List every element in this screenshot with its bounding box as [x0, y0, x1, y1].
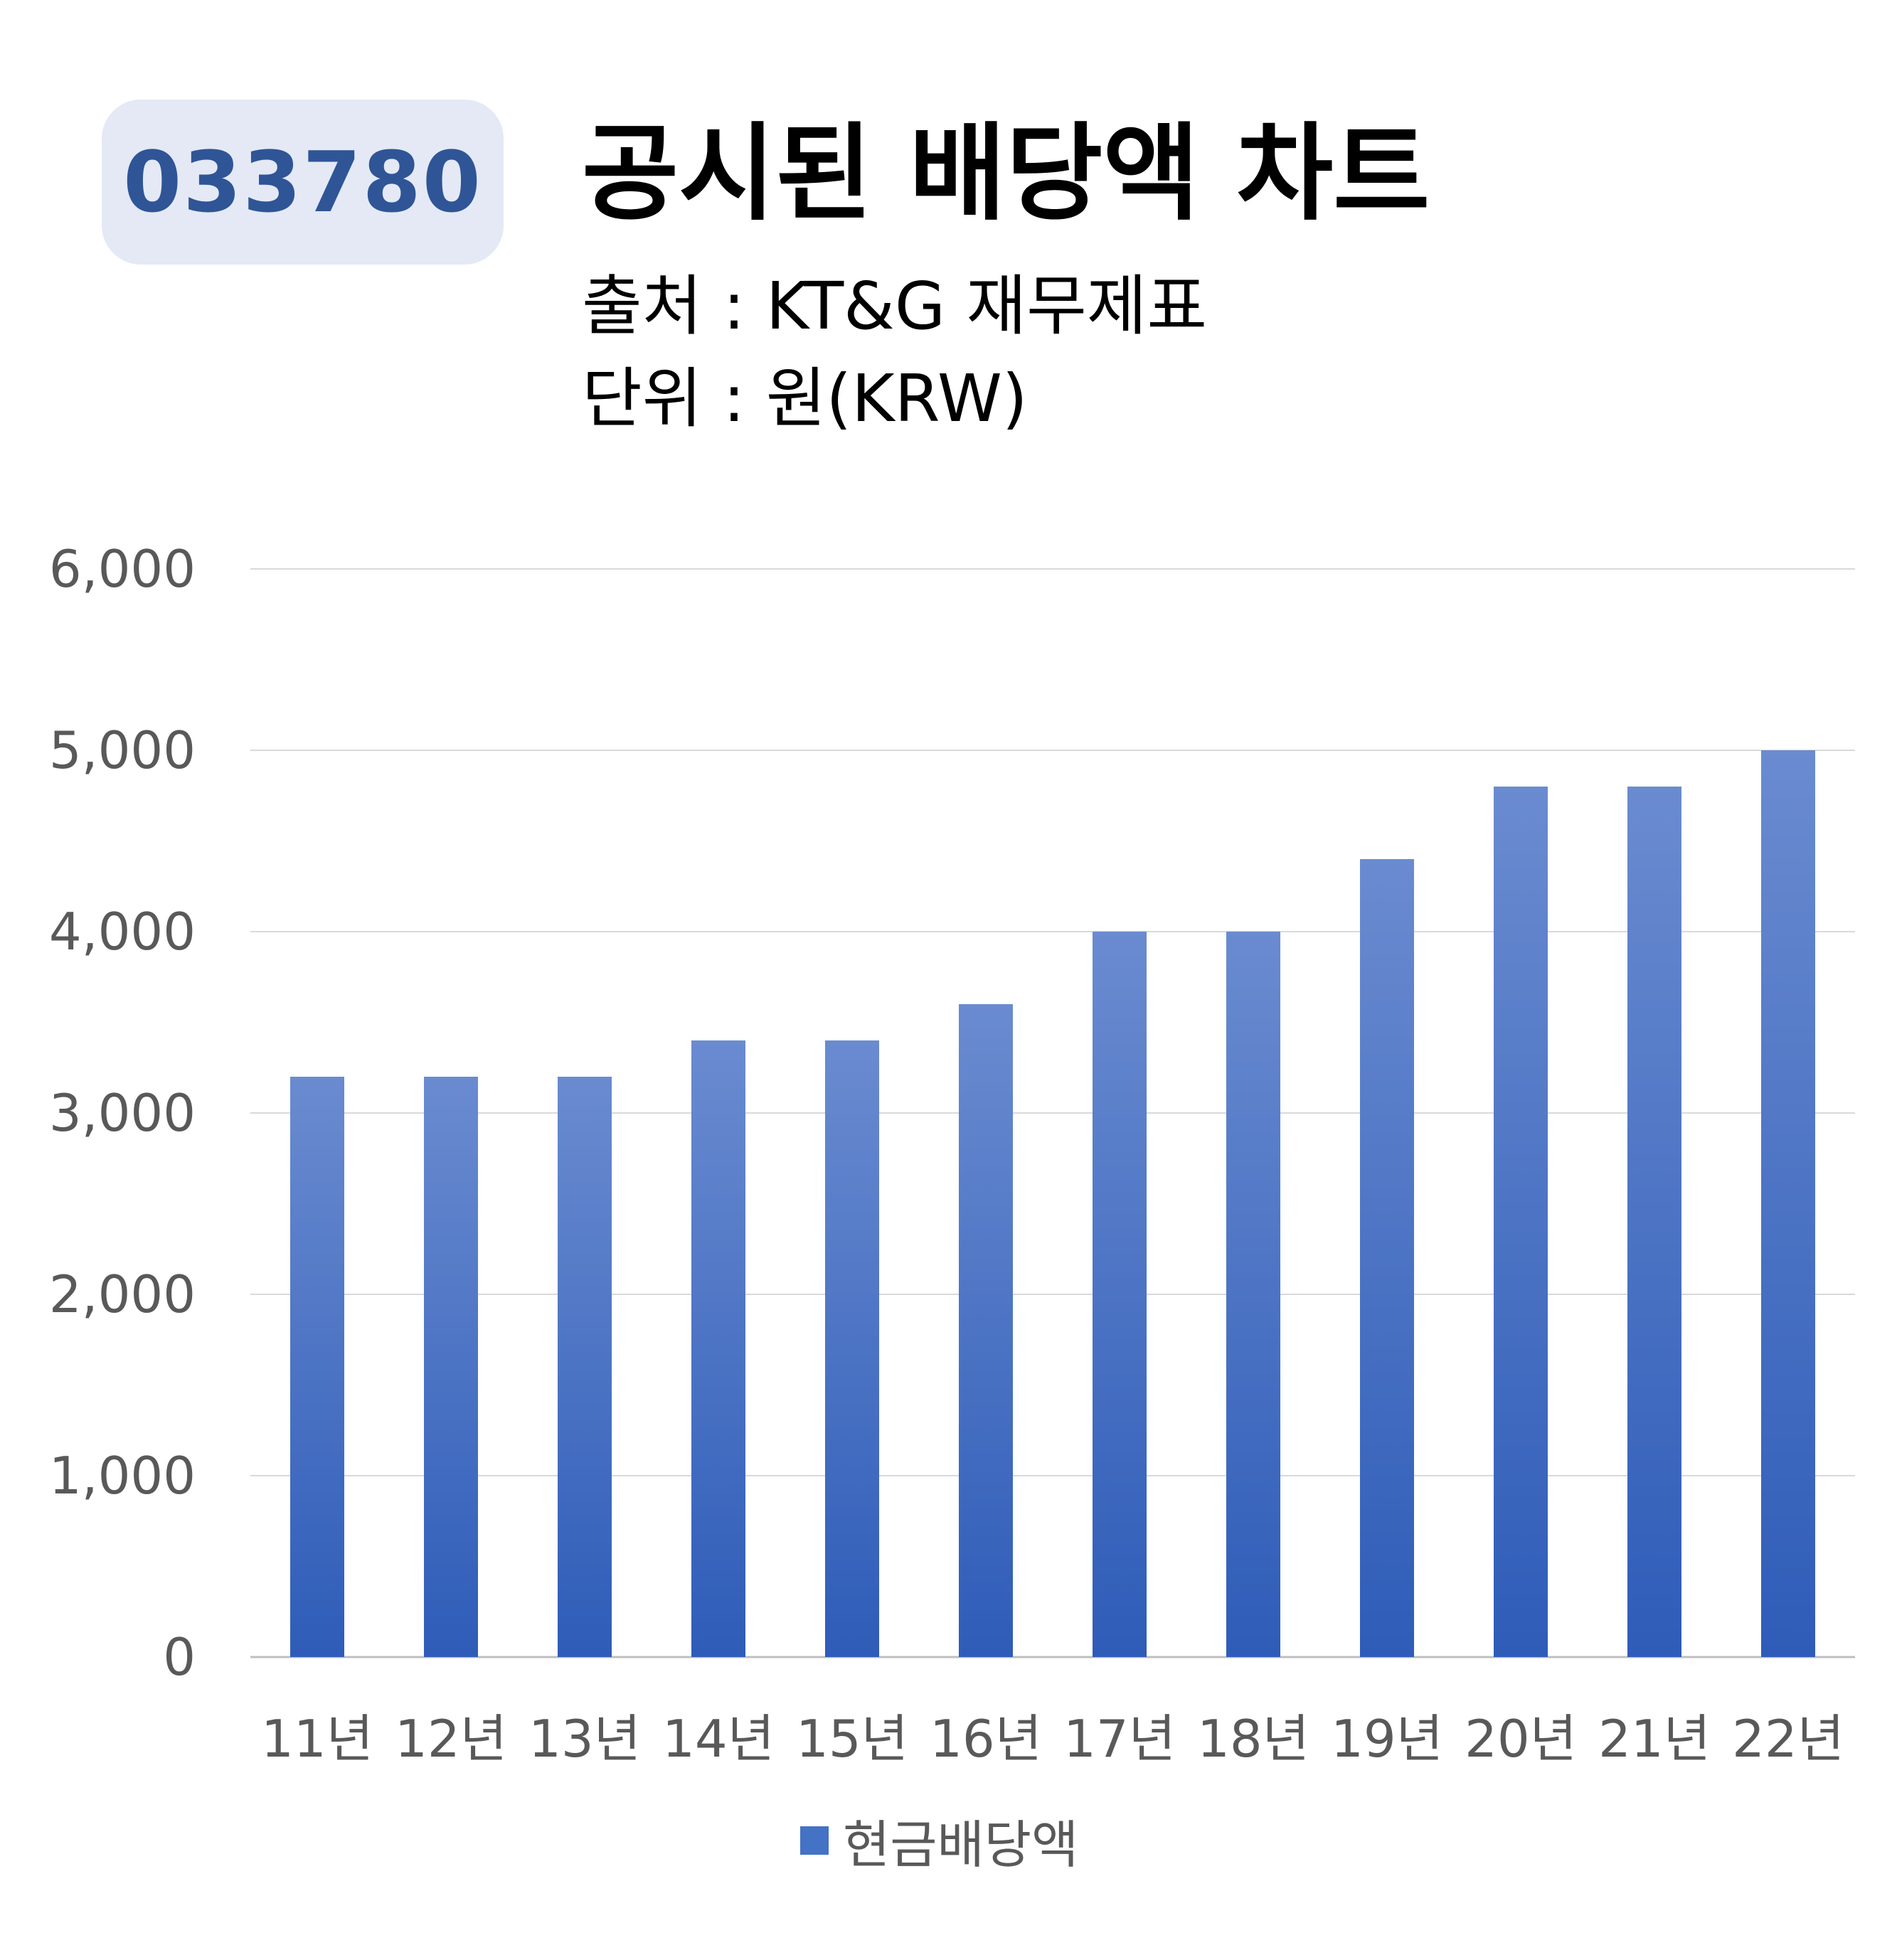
- x-tick-label: 16년: [930, 1709, 1042, 1769]
- y-tick-label: 2,000: [49, 1264, 196, 1324]
- legend: 현금배당액: [800, 1803, 1078, 1878]
- x-tick-label: 15년: [796, 1709, 908, 1769]
- y-tick-label: 3,000: [49, 1083, 196, 1143]
- x-tick-label: 20년: [1465, 1709, 1577, 1769]
- bar: [825, 1040, 879, 1657]
- ticker-code: 033780: [123, 133, 482, 231]
- x-tick-label: 22년: [1732, 1709, 1844, 1769]
- bar: [1761, 750, 1815, 1657]
- bar: [1226, 932, 1280, 1657]
- bar: [1093, 932, 1147, 1657]
- y-tick-label: 6,000: [49, 539, 196, 599]
- bar: [1627, 787, 1681, 1657]
- bar: [1360, 859, 1414, 1657]
- gridlines: [250, 568, 1855, 1658]
- x-tick-label: 11년: [261, 1709, 373, 1769]
- y-axis: 0 1,000 2,000 3,000 4,000 5,000 6,000: [49, 539, 196, 1687]
- bar: [691, 1040, 745, 1657]
- x-tick-label: 12년: [395, 1709, 507, 1769]
- x-axis: 11년 12년 13년 14년 15년 16년 17년 18년 19년 20년 21년 22년: [261, 1709, 1844, 1769]
- y-tick-label: 1,000: [49, 1446, 196, 1506]
- chart-title: 공시된 배당액 차트: [582, 112, 1430, 235]
- source-label: 출처 : KT&G 재무제표: [582, 268, 1207, 344]
- x-tick-label: 21년: [1598, 1709, 1711, 1769]
- x-tick-label: 13년: [528, 1709, 641, 1769]
- legend-swatch: [800, 1826, 829, 1855]
- legend-label: 현금배당액: [843, 1815, 1079, 1875]
- bar: [1494, 787, 1548, 1657]
- x-tick-label: 14년: [662, 1709, 775, 1769]
- bars: [290, 750, 1815, 1657]
- y-tick-label: 0: [163, 1627, 196, 1687]
- x-tick-label: 19년: [1331, 1709, 1443, 1769]
- x-tick-label: 17년: [1063, 1709, 1176, 1769]
- y-tick-label: 4,000: [49, 902, 196, 962]
- bar: [959, 1004, 1013, 1657]
- unit-label: 단위 : 원(KRW): [582, 361, 1028, 437]
- bar: [558, 1077, 612, 1657]
- ticker-badge: 033780: [102, 100, 504, 265]
- bar: [290, 1077, 344, 1657]
- x-tick-label: 18년: [1197, 1709, 1309, 1769]
- bar: [424, 1077, 478, 1657]
- y-tick-label: 5,000: [49, 720, 196, 780]
